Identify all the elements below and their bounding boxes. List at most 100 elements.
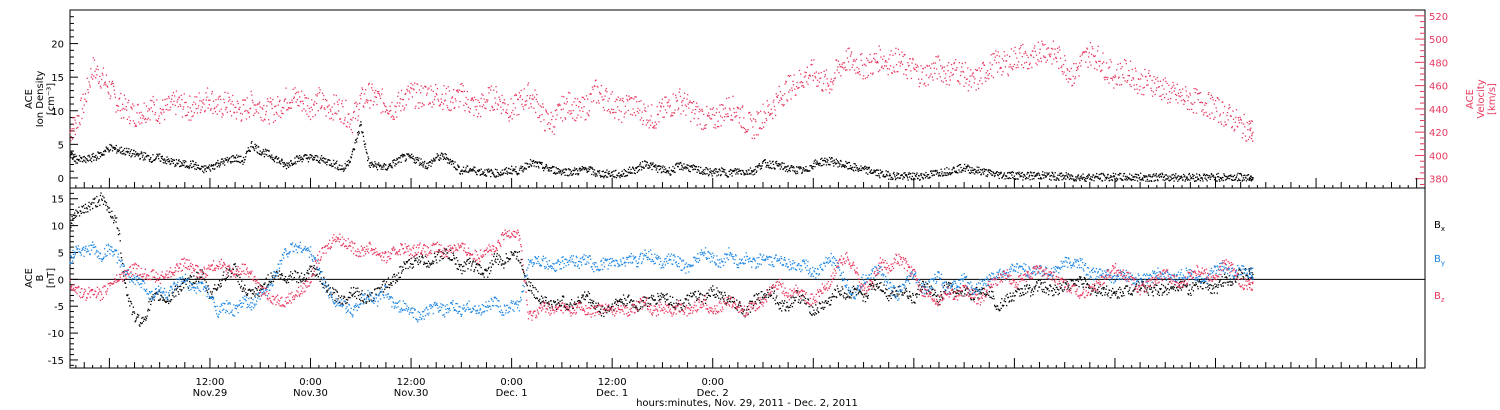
density-point bbox=[1238, 178, 1240, 180]
density-point bbox=[877, 169, 879, 171]
density-point bbox=[171, 160, 173, 163]
density-point bbox=[162, 162, 164, 164]
density-point bbox=[548, 169, 550, 171]
velocity-point bbox=[870, 61, 872, 63]
density-point bbox=[200, 167, 202, 170]
velocity-point bbox=[317, 93, 319, 95]
density-point bbox=[562, 169, 564, 171]
velocity-point bbox=[330, 117, 333, 119]
bx-point bbox=[220, 282, 222, 285]
velocity-point bbox=[212, 112, 214, 115]
velocity-point bbox=[534, 89, 536, 91]
density-point bbox=[604, 174, 607, 177]
density-point bbox=[1181, 177, 1183, 179]
density-point bbox=[795, 173, 797, 175]
density-point bbox=[259, 153, 261, 155]
velocity-point bbox=[1175, 99, 1177, 101]
density-point bbox=[227, 159, 229, 162]
velocity-point bbox=[1034, 45, 1036, 47]
velocity-point bbox=[323, 107, 325, 109]
velocity-point bbox=[409, 92, 411, 94]
velocity-point bbox=[606, 110, 609, 112]
density-point bbox=[1194, 180, 1196, 182]
velocity-point bbox=[989, 62, 991, 64]
density-point bbox=[344, 163, 346, 165]
density-point bbox=[413, 158, 415, 160]
bx-point bbox=[246, 294, 248, 296]
density-point bbox=[71, 151, 73, 153]
density-point bbox=[1214, 176, 1217, 178]
density-point bbox=[262, 153, 264, 155]
density-point bbox=[351, 151, 354, 153]
velocity-point bbox=[330, 110, 332, 112]
density-point bbox=[1134, 173, 1137, 175]
density-point bbox=[270, 156, 272, 158]
velocity-point bbox=[1247, 138, 1250, 141]
velocity-point bbox=[785, 81, 787, 83]
velocity-point bbox=[1093, 55, 1095, 58]
density-point bbox=[662, 170, 665, 173]
velocity-point bbox=[315, 102, 318, 105]
velocity-point bbox=[1218, 99, 1220, 101]
velocity-point bbox=[348, 126, 351, 128]
density-point bbox=[780, 166, 782, 168]
velocity-point bbox=[1155, 78, 1157, 80]
velocity-point bbox=[866, 76, 868, 78]
bx-point bbox=[378, 287, 380, 289]
velocity-point bbox=[618, 109, 621, 112]
velocity-point bbox=[285, 87, 287, 89]
velocity-point bbox=[1228, 104, 1230, 106]
bx-point bbox=[379, 288, 381, 290]
density-point bbox=[448, 159, 450, 161]
bx-point bbox=[101, 198, 103, 200]
density-point bbox=[516, 173, 518, 175]
density-point bbox=[657, 171, 659, 173]
density-point bbox=[777, 163, 779, 165]
velocity-point bbox=[533, 107, 535, 109]
density-point bbox=[1219, 180, 1221, 182]
velocity-point bbox=[1200, 101, 1202, 103]
velocity-point bbox=[1071, 84, 1074, 87]
velocity-point bbox=[1053, 53, 1056, 55]
velocity-point bbox=[1047, 47, 1050, 49]
velocity-point bbox=[798, 69, 801, 72]
density-point bbox=[935, 170, 937, 172]
velocity-point bbox=[405, 104, 407, 106]
velocity-point bbox=[485, 108, 487, 110]
velocity-point bbox=[966, 78, 968, 80]
velocity-point bbox=[647, 105, 649, 107]
density-point bbox=[710, 170, 712, 172]
density-point bbox=[357, 132, 359, 134]
velocity-point bbox=[1062, 73, 1064, 75]
density-point bbox=[223, 160, 225, 162]
velocity-point bbox=[972, 72, 974, 74]
velocity-point bbox=[345, 99, 347, 102]
velocity-point bbox=[737, 107, 740, 109]
bx-point bbox=[399, 266, 401, 268]
density-point bbox=[1009, 172, 1011, 174]
velocity-point bbox=[735, 111, 737, 113]
velocity-point bbox=[532, 98, 534, 100]
velocity-point bbox=[632, 108, 634, 110]
velocity-point bbox=[950, 63, 953, 66]
velocity-point bbox=[897, 71, 899, 73]
velocity-point bbox=[849, 69, 851, 71]
velocity-point bbox=[915, 63, 917, 65]
density-point bbox=[887, 171, 889, 173]
density-point bbox=[875, 174, 877, 177]
density-point bbox=[1162, 179, 1164, 181]
density-point bbox=[1030, 172, 1032, 174]
velocity-point bbox=[739, 117, 741, 119]
density-point bbox=[1036, 173, 1038, 175]
density-point bbox=[1196, 173, 1198, 175]
density-point bbox=[464, 171, 466, 173]
density-point bbox=[212, 165, 214, 167]
density-point bbox=[764, 159, 766, 161]
velocity-point bbox=[1020, 45, 1022, 47]
density-point bbox=[148, 155, 150, 157]
velocity-point bbox=[257, 112, 260, 114]
velocity-point bbox=[646, 122, 649, 124]
bx-point bbox=[209, 291, 212, 293]
bx-point bbox=[171, 299, 173, 301]
velocity-point bbox=[830, 78, 832, 80]
